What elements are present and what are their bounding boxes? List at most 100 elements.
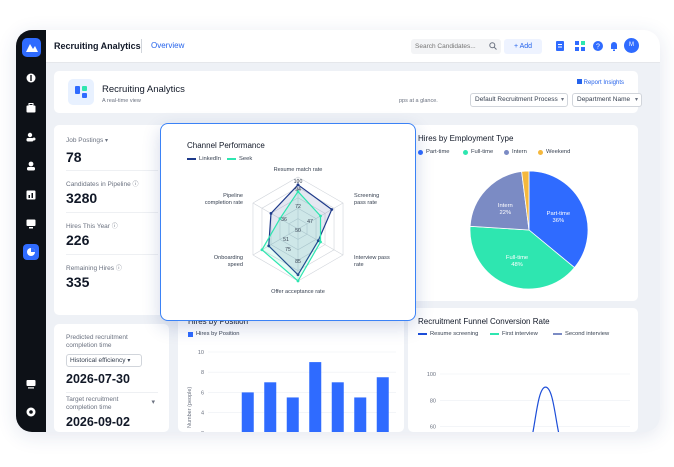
radar-axis-label: completion rate xyxy=(205,200,243,206)
radar-axis-label: Pipeline xyxy=(223,193,243,199)
nav-screen-icon[interactable] xyxy=(23,376,39,392)
divider xyxy=(66,254,158,255)
apps-grid-icon[interactable] xyxy=(574,40,586,52)
nav-users-icon[interactable] xyxy=(23,129,39,145)
y-tick-label: 100 xyxy=(427,372,436,378)
radar-point xyxy=(316,239,320,243)
radar-point xyxy=(319,214,322,218)
radar-point xyxy=(296,183,300,187)
divider xyxy=(66,212,158,213)
report-icon xyxy=(576,79,582,84)
report-insights-link[interactable]: Report Insights xyxy=(576,79,624,86)
radar-axis-label: rate xyxy=(354,262,364,268)
tab-overview[interactable]: Overview xyxy=(151,41,185,50)
process-select[interactable]: Default Recruitment Process ▾ xyxy=(470,93,568,107)
legend-part-time[interactable]: Part-time xyxy=(418,149,450,155)
efficiency-select-value: Historical efficiency xyxy=(70,357,126,364)
divider xyxy=(66,392,158,393)
radar-tick-label: 100 xyxy=(294,179,303,185)
channel-performance-popup[interactable]: Channel Performance LinkedIn Seek Resume… xyxy=(160,123,416,321)
radar-axis-label: Onboarding xyxy=(214,255,243,261)
efficiency-select[interactable]: Historical efficiency ▾ xyxy=(66,354,142,367)
department-select[interactable]: Department Name ▾ xyxy=(572,93,642,107)
chevron-down-icon: ▾ xyxy=(634,97,638,103)
radar-point xyxy=(267,244,271,248)
y-tick-label: 8 xyxy=(201,370,204,376)
search-input[interactable] xyxy=(415,39,487,54)
legend-line xyxy=(553,333,562,335)
nav-person-icon[interactable] xyxy=(23,158,39,174)
y-tick-label: 10 xyxy=(198,350,204,356)
kpi-label: Candidates in Pipeline ⓘ xyxy=(66,181,139,188)
avatar[interactable]: M xyxy=(624,38,639,53)
radar-axis-label: Interview pass xyxy=(354,255,390,261)
kpi-value: 226 xyxy=(66,232,90,248)
search-icon xyxy=(489,42,497,50)
legend-first-interview[interactable]: First interview xyxy=(490,331,538,337)
legend-dot xyxy=(463,149,468,155)
legend-weekend[interactable]: Weekend xyxy=(538,149,570,155)
radar-tick-label: 47 xyxy=(307,219,313,225)
app-title: Recruiting Analytics xyxy=(54,41,141,51)
nav-chart-icon[interactable] xyxy=(23,187,39,203)
svg-text:?: ? xyxy=(596,44,600,51)
y-tick-label: 80 xyxy=(430,398,436,404)
chart-title: Hires by Employment Type xyxy=(418,134,514,143)
bar xyxy=(331,382,344,432)
nav-briefcase-icon[interactable] xyxy=(23,100,39,116)
slice-name-label: Part-time xyxy=(547,211,571,217)
radar-tick-label: 85 xyxy=(295,259,301,265)
chevron-down-icon[interactable]: ▾ xyxy=(151,399,155,406)
radar-point xyxy=(330,208,334,211)
page-subtitle: A real-time view xyxy=(102,98,141,104)
legend-line xyxy=(490,333,499,335)
radar-point xyxy=(278,217,282,220)
nav-pie-chart-icon[interactable] xyxy=(23,244,39,260)
nav-settings-icon[interactable] xyxy=(23,404,39,420)
radar-point xyxy=(269,212,273,215)
pie-slice-intern xyxy=(469,171,530,231)
funnel-card: Recruitment Funnel Conversion Rate Resum… xyxy=(408,308,638,432)
legend-hires-by-position[interactable]: Hires by Position xyxy=(188,331,240,337)
legend-intern[interactable]: Intern xyxy=(504,149,527,155)
radar-point xyxy=(296,190,300,193)
y-tick-label: 2 xyxy=(201,431,204,432)
nav-monitor-icon[interactable] xyxy=(23,216,39,232)
top-bar: Recruiting Analytics Overview + Add ? M xyxy=(46,30,660,63)
legend-dot xyxy=(418,149,423,155)
legend-linkedin[interactable]: LinkedIn xyxy=(187,156,221,162)
department-select-value: Department Name xyxy=(577,96,631,103)
predicted-label: Predicted recruitment completion time xyxy=(66,334,128,349)
position-card: Hires by Position Hires by Position 10 8 6… xyxy=(178,308,404,432)
kpi-label: Job Postings ▾ xyxy=(66,137,109,144)
legend-full-time[interactable]: Full-time xyxy=(463,149,493,155)
y-tick-label: 60 xyxy=(430,425,436,431)
line-chart: 100806040 xyxy=(427,372,630,432)
radar-tick-label: 50 xyxy=(295,228,301,234)
legend-resume-screening[interactable]: Resume screening xyxy=(418,331,478,337)
kpi-card: Job Postings ▾ 78 Candidates in Pipeline… xyxy=(54,125,169,315)
legend-second-interview[interactable]: Second interview xyxy=(553,331,609,337)
process-select-value: Default Recruitment Process xyxy=(475,96,558,103)
help-icon[interactable]: ? xyxy=(592,40,604,52)
legend-line xyxy=(227,158,236,160)
dashboard-icon xyxy=(68,79,94,105)
add-button[interactable]: + Add xyxy=(504,39,542,54)
notification-bell-icon[interactable] xyxy=(608,40,620,52)
legend-square xyxy=(188,331,193,337)
bar xyxy=(241,392,254,432)
radar-tick-label: 36 xyxy=(281,217,287,223)
legend-line xyxy=(187,158,196,160)
page-header: Recruiting Analytics A real-time view pp… xyxy=(54,71,642,113)
page-subtitle-end: pps at a glance. xyxy=(399,98,438,104)
employment-type-card: Hires by Employment Type Part-time Full-… xyxy=(408,125,638,301)
info-icon: ⓘ xyxy=(115,266,122,272)
legend-line xyxy=(418,333,427,335)
radar-axis-label: Resume match rate xyxy=(274,167,323,173)
legend-seek[interactable]: Seek xyxy=(227,156,252,162)
document-icon[interactable] xyxy=(554,40,566,52)
nav-dollar-icon[interactable] xyxy=(23,70,39,86)
series-line-resume-screening xyxy=(532,386,560,432)
bar xyxy=(309,362,322,432)
